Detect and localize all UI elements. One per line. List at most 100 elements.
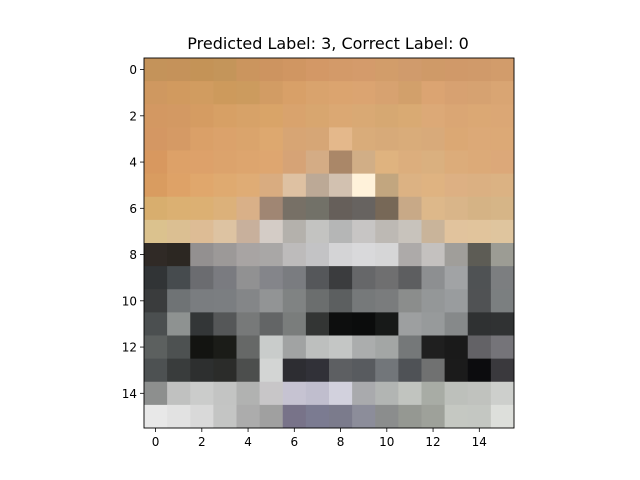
pixel-cell <box>167 404 191 429</box>
pixel-cell <box>329 243 353 267</box>
pixel-cell <box>444 104 469 128</box>
pixel-cell <box>236 81 261 105</box>
pixel-cell <box>213 58 237 82</box>
pixel-cell <box>282 58 307 82</box>
pixel-cell <box>167 196 191 221</box>
pixel-cell <box>282 312 307 336</box>
pixel-cell <box>329 381 353 406</box>
pixel-cell <box>398 127 422 151</box>
pixel-cell <box>467 219 492 244</box>
pixel-cell <box>329 312 353 336</box>
pixel-cell <box>352 381 376 406</box>
pixel-cell <box>398 58 422 82</box>
pixel-cell <box>490 196 515 221</box>
pixel-cell <box>144 219 168 244</box>
pixel-cell <box>352 104 376 128</box>
x-tick-label: 0 <box>152 435 160 449</box>
pixel-cell <box>144 58 168 82</box>
pixel-cell <box>352 196 376 221</box>
x-tick-label: 6 <box>290 435 298 449</box>
pixel-cell <box>490 358 515 383</box>
pixel-cell <box>190 266 214 290</box>
pixel-cell <box>282 289 307 313</box>
pixel-cell <box>444 358 469 383</box>
pixel-cell <box>444 404 469 429</box>
pixel-cell <box>305 335 330 360</box>
pixel-cell <box>167 243 191 267</box>
pixel-cell <box>329 335 353 360</box>
pixel-cell <box>144 358 168 383</box>
pixel-cell <box>375 266 399 290</box>
pixel-cell <box>167 312 191 336</box>
pixel-cell <box>329 196 353 221</box>
pixel-cell <box>213 243 237 267</box>
pixel-cell <box>305 381 330 406</box>
pixel-cell <box>329 266 353 290</box>
pixel-cell <box>421 243 446 267</box>
pixel-cell <box>259 335 284 360</box>
pixel-cell <box>190 150 214 175</box>
pixel-cell <box>167 104 191 128</box>
pixel-cell <box>144 335 168 360</box>
pixel-cell <box>467 104 492 128</box>
pixel-cell <box>236 312 261 336</box>
pixel-cell <box>490 289 515 313</box>
pixel-cell <box>444 289 469 313</box>
pixel-cell <box>259 358 284 383</box>
pixel-cell <box>236 196 261 221</box>
y-tick-label: 10 <box>122 294 137 308</box>
chart-title: Predicted Label: 3, Correct Label: 0 <box>187 34 469 53</box>
pixel-cell <box>421 219 446 244</box>
pixel-cell <box>213 358 237 383</box>
pixel-cell <box>375 404 399 429</box>
pixel-cell <box>259 58 284 82</box>
pixel-cell <box>398 335 422 360</box>
pixel-cell <box>282 104 307 128</box>
pixel-cell <box>490 335 515 360</box>
pixel-cell <box>282 150 307 175</box>
pixel-cell <box>444 243 469 267</box>
pixel-cell <box>490 173 515 198</box>
pixel-cell <box>213 312 237 336</box>
pixel-cell <box>329 173 353 198</box>
pixel-cell <box>213 381 237 406</box>
pixel-cell <box>144 289 168 313</box>
pixel-cell <box>305 150 330 175</box>
pixel-cell <box>352 289 376 313</box>
pixel-cell <box>421 81 446 105</box>
pixel-cell <box>398 104 422 128</box>
pixel-cell <box>144 127 168 151</box>
pixel-cell <box>167 335 191 360</box>
pixel-cell <box>352 266 376 290</box>
pixel-cell <box>375 127 399 151</box>
pixel-cell <box>352 58 376 82</box>
pixel-cell <box>490 104 515 128</box>
pixel-cell <box>329 81 353 105</box>
pixel-cell <box>444 335 469 360</box>
pixel-cell <box>421 196 446 221</box>
y-tick-label: 8 <box>129 248 137 262</box>
pixel-cell <box>329 127 353 151</box>
pixel-cell <box>444 58 469 82</box>
x-tick-label: 8 <box>337 435 345 449</box>
y-tick-label: 14 <box>122 387 137 401</box>
pixel-cell <box>259 127 284 151</box>
pixel-cell <box>329 219 353 244</box>
pixel-cell <box>490 81 515 105</box>
pixel-cell <box>490 243 515 267</box>
pixel-cell <box>259 196 284 221</box>
pixel-cell <box>282 173 307 198</box>
pixel-cell <box>190 404 214 429</box>
pixel-cell <box>398 289 422 313</box>
pixel-cell <box>236 381 261 406</box>
pixel-cell <box>421 381 446 406</box>
pixel-cell <box>167 381 191 406</box>
pixel-cell <box>352 219 376 244</box>
pixel-cell <box>352 81 376 105</box>
pixel-cell <box>444 312 469 336</box>
pixel-cell <box>190 358 214 383</box>
pixel-cell <box>167 127 191 151</box>
pixel-cell <box>190 81 214 105</box>
pixel-cell <box>490 150 515 175</box>
pixel-cell <box>259 289 284 313</box>
